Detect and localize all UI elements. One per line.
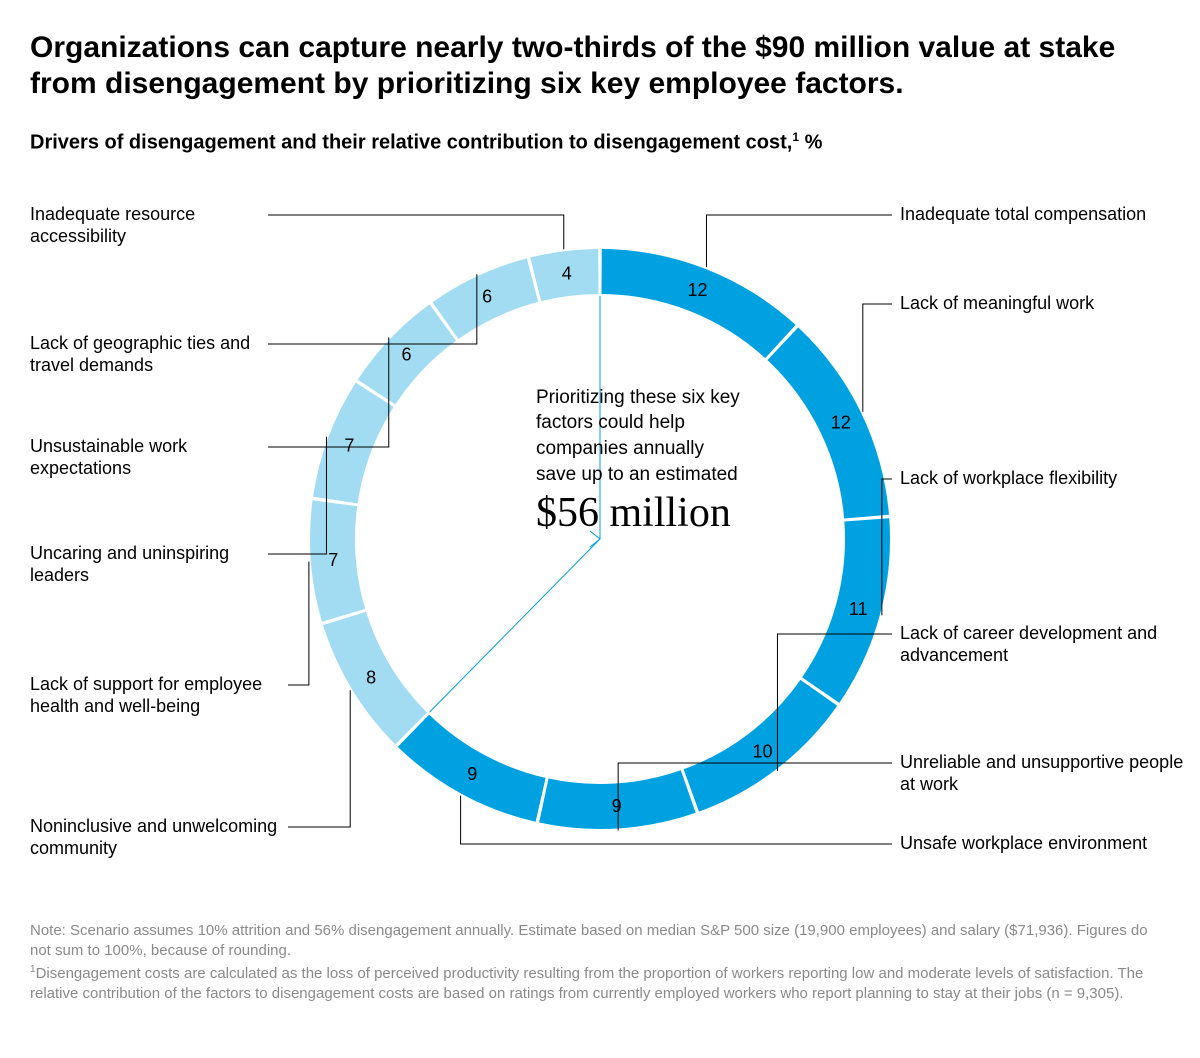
segment-label: Unreliable and unsupportive people at wo… xyxy=(900,751,1200,796)
leader-line xyxy=(706,215,892,267)
segment-value: 6 xyxy=(401,344,411,364)
footnote-note: Note: Scenario assumes 10% attrition and… xyxy=(30,921,1170,962)
footnotes: Note: Scenario assumes 10% attrition and… xyxy=(30,921,1170,1005)
segment-label: Noninclusive and unwelcoming community xyxy=(30,815,280,860)
segment-value: 7 xyxy=(344,435,354,455)
segment-value: 10 xyxy=(753,741,773,761)
segment-value: 8 xyxy=(366,667,376,687)
leader-line xyxy=(268,215,564,249)
segment-value: 6 xyxy=(482,286,492,306)
donut-segment xyxy=(767,327,889,518)
segment-label: Unsafe workplace environment xyxy=(900,832,1200,855)
segment-value: 12 xyxy=(688,280,708,300)
leader-line xyxy=(288,690,350,827)
segment-value: 12 xyxy=(831,412,851,432)
segment-label: Lack of geographic ties and travel deman… xyxy=(30,332,260,377)
subtitle-suffix: % xyxy=(799,132,822,154)
segment-label: Lack of support for employee health and … xyxy=(30,673,280,718)
segment-value: 9 xyxy=(612,796,622,816)
segment-value: 9 xyxy=(467,764,477,784)
wedge-line xyxy=(430,539,600,712)
segment-label: Lack of workplace flexibility xyxy=(900,467,1200,490)
center-text: Prioritizing these six key factors could… xyxy=(536,385,746,488)
footnote-1: 1Disengagement costs are calculated as t… xyxy=(30,963,1170,1005)
leader-line xyxy=(288,561,309,684)
segment-value: 7 xyxy=(328,549,338,569)
donut-segment xyxy=(802,518,890,703)
segment-label: Inadequate resource accessibility xyxy=(30,203,260,248)
chart-subtitle: Drivers of disengagement and their relat… xyxy=(30,130,1170,155)
segment-label: Inadequate total compensation xyxy=(900,203,1200,226)
segment-label: Uncaring and uninspiring leaders xyxy=(30,542,260,587)
segment-value: 11 xyxy=(849,599,868,619)
center-annotation: Prioritizing these six key factors could… xyxy=(536,385,746,536)
donut-chart: 12 12 11 10 9 9 8 7 7 6 6 4 Prioritizing these six … xyxy=(30,169,1170,909)
segment-label: Lack of career development and advanceme… xyxy=(900,622,1200,667)
leader-line xyxy=(863,304,892,412)
segment-label: Unsustainable work expectations xyxy=(30,435,260,480)
center-figure: $56 million xyxy=(536,491,746,535)
page-title: Organizations can capture nearly two-thi… xyxy=(30,30,1170,102)
donut-segment xyxy=(601,249,795,358)
segment-value: 4 xyxy=(562,263,572,283)
segment-label: Lack of meaningful work xyxy=(900,292,1200,315)
subtitle-prefix: Drivers of disengagement and their relat… xyxy=(30,132,792,154)
